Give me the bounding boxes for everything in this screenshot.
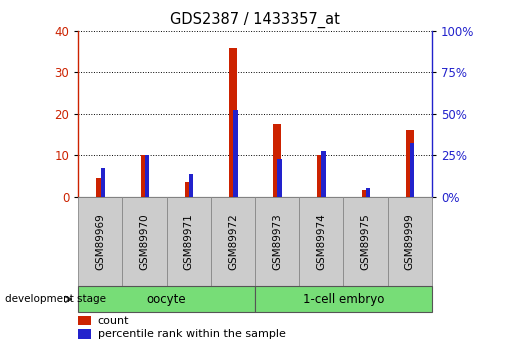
Text: GSM89971: GSM89971 [184,213,194,270]
Bar [273,124,281,197]
Bar [255,286,432,312]
Text: GSM89999: GSM89999 [405,213,415,270]
Bar [233,110,237,197]
Bar [388,197,432,286]
Bar [317,155,325,197]
Bar [406,130,414,197]
Bar [366,188,370,197]
Bar [96,178,105,197]
Text: count: count [98,316,129,326]
Bar [277,159,282,197]
Bar [167,197,211,286]
Text: GSM89974: GSM89974 [316,213,326,270]
Bar [410,143,414,197]
Bar [362,190,370,197]
Bar [299,197,343,286]
Bar [211,197,255,286]
Bar [78,316,91,325]
Text: oocyte: oocyte [147,293,186,306]
Text: GSM89973: GSM89973 [272,213,282,270]
Bar [145,155,149,197]
Text: GSM89972: GSM89972 [228,213,238,270]
Bar [343,197,388,286]
Bar [322,151,326,197]
Bar [78,329,91,339]
Bar [255,197,299,286]
Bar [100,168,105,197]
Text: percentile rank within the sample: percentile rank within the sample [98,329,286,339]
Text: 1-cell embryo: 1-cell embryo [302,293,384,306]
Bar [229,48,237,197]
Text: GSM89970: GSM89970 [139,213,149,270]
Bar [189,174,193,197]
Title: GDS2387 / 1433357_at: GDS2387 / 1433357_at [170,12,340,28]
Bar [78,286,255,312]
Text: GSM89975: GSM89975 [361,213,371,270]
Bar [123,197,167,286]
Bar [185,182,193,197]
Bar [78,197,123,286]
Bar [140,155,148,197]
Text: GSM89969: GSM89969 [95,213,106,270]
Text: development stage: development stage [5,294,106,304]
